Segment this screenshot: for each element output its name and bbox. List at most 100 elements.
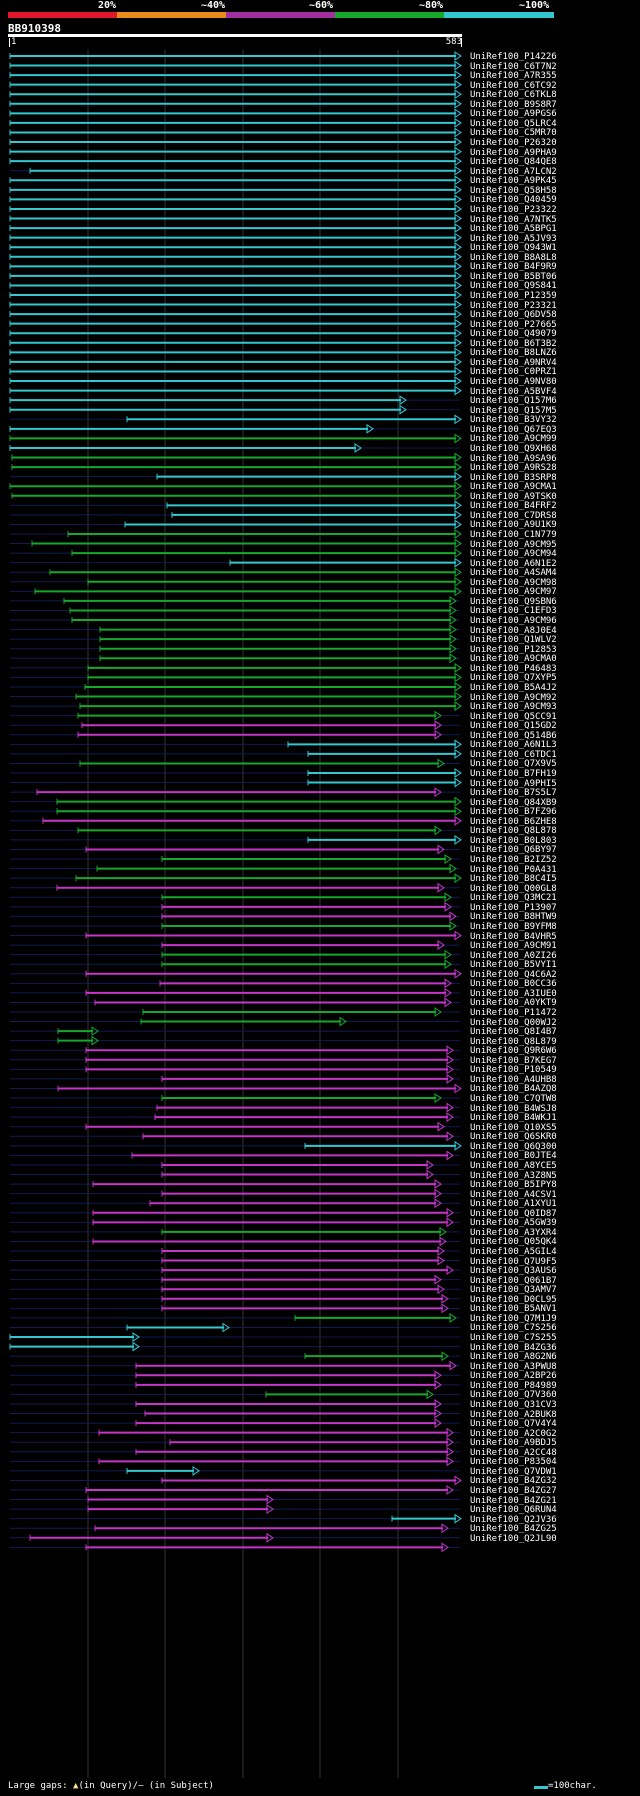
- hit-label[interactable]: UniRef100_B0JTE4: [470, 1151, 557, 1162]
- hit-label[interactable]: UniRef100_P0A431: [470, 864, 557, 875]
- hit-label[interactable]: UniRef100_A9BDJ5: [470, 1438, 557, 1449]
- hit-label[interactable]: UniRef100_B4WSJ8: [470, 1103, 557, 1114]
- hit-label[interactable]: UniRef100_B4AZQ8: [470, 1084, 557, 1095]
- hit-label[interactable]: UniRef100_B5IPY8: [470, 1180, 557, 1191]
- hit-label[interactable]: UniRef100_C6TDC1: [470, 749, 557, 760]
- hit-label[interactable]: UniRef100_A6N1L3: [470, 740, 557, 751]
- hit-label[interactable]: UniRef100_Q9S841: [470, 281, 557, 292]
- hit-label[interactable]: UniRef100_B4ZG32: [470, 1476, 557, 1487]
- hit-label[interactable]: UniRef100_B8A8L8: [470, 252, 557, 263]
- hit-label[interactable]: UniRef100_A9CM96: [470, 616, 557, 627]
- hit-label[interactable]: UniRef100_B5VYI1: [470, 960, 557, 971]
- hit-label[interactable]: UniRef100_Q7V360: [470, 1390, 557, 1401]
- hit-label[interactable]: UniRef100_B5BT06: [470, 271, 557, 282]
- hit-label[interactable]: UniRef100_Q1WLV2: [470, 635, 557, 646]
- hit-label[interactable]: UniRef100_B4WKJ1: [470, 1113, 557, 1124]
- hit-label[interactable]: UniRef100_A4CSV1: [470, 1189, 557, 1200]
- hit-label[interactable]: UniRef100_P11472: [470, 1008, 557, 1018]
- hit-label[interactable]: UniRef100_B7FZ96: [470, 807, 557, 818]
- hit-label[interactable]: UniRef100_Q10XS5: [470, 1122, 557, 1133]
- hit-label[interactable]: UniRef100_A9CM95: [470, 539, 557, 550]
- hit-label[interactable]: UniRef100_Q40459: [470, 195, 557, 206]
- hit-label[interactable]: UniRef100_Q2JV36: [470, 1514, 557, 1525]
- hit-label[interactable]: UniRef100_A5JV93: [470, 233, 557, 244]
- hit-label[interactable]: UniRef100_Q514B6: [470, 730, 557, 741]
- hit-label[interactable]: UniRef100_A9PK45: [470, 176, 557, 187]
- hit-label[interactable]: UniRef100_Q15GD2: [470, 721, 557, 732]
- hit-label[interactable]: UniRef100_Q49079: [470, 329, 557, 340]
- hit-label[interactable]: UniRef100_P23321: [470, 300, 557, 311]
- hit-label[interactable]: UniRef100_P26320: [470, 138, 557, 149]
- hit-label[interactable]: UniRef100_Q8L879: [470, 1036, 557, 1047]
- hit-label[interactable]: UniRef100_A1XYU1: [470, 1199, 557, 1210]
- hit-label[interactable]: UniRef100_Q7U9F5: [470, 1256, 557, 1267]
- hit-label[interactable]: UniRef100_A7R355: [470, 71, 557, 82]
- hit-label[interactable]: UniRef100_A9U1K9: [470, 520, 557, 531]
- hit-label[interactable]: UniRef100_A2BP26: [470, 1371, 557, 1382]
- hit-label[interactable]: UniRef100_B4ZG36: [470, 1342, 557, 1353]
- hit-label[interactable]: UniRef100_C5MR70: [470, 128, 557, 139]
- hit-label[interactable]: UniRef100_B6T3B2: [470, 338, 557, 349]
- hit-label[interactable]: UniRef100_A9CM92: [470, 692, 557, 703]
- hit-label[interactable]: UniRef100_Q7XYP5: [470, 673, 557, 684]
- hit-label[interactable]: UniRef100_P12853: [470, 644, 557, 655]
- hit-label[interactable]: UniRef100_A9RS28: [470, 463, 557, 474]
- hit-label[interactable]: UniRef100_Q7X9V5: [470, 759, 557, 770]
- hit-label[interactable]: UniRef100_Q58H58: [470, 185, 557, 196]
- hit-label[interactable]: UniRef100_A3PWU8: [470, 1361, 557, 1372]
- hit-label[interactable]: UniRef100_Q67EQ3: [470, 424, 557, 435]
- hit-label[interactable]: UniRef100_A3IUE0: [470, 988, 557, 999]
- hit-label[interactable]: UniRef100_A0YKT9: [470, 998, 557, 1009]
- hit-label[interactable]: UniRef100_C1EFD3: [470, 606, 557, 617]
- hit-label[interactable]: UniRef100_Q9R6W6: [470, 1046, 557, 1057]
- hit-label[interactable]: UniRef100_Q2JL90: [470, 1533, 557, 1544]
- hit-label[interactable]: UniRef100_A5GW39: [470, 1218, 557, 1229]
- hit-label[interactable]: UniRef100_D0CL95: [470, 1294, 557, 1305]
- hit-label[interactable]: UniRef100_Q943W1: [470, 243, 557, 254]
- hit-label[interactable]: UniRef100_Q00GL8: [470, 883, 557, 894]
- hit-label[interactable]: UniRef100_A9CM98: [470, 577, 557, 588]
- hit-label[interactable]: UniRef100_B5A4J2: [470, 682, 557, 693]
- hit-label[interactable]: UniRef100_Q9SBN6: [470, 596, 557, 607]
- hit-label[interactable]: UniRef100_Q05QK4: [470, 1237, 557, 1248]
- hit-label[interactable]: UniRef100_A4UHB8: [470, 1074, 557, 1085]
- hit-label[interactable]: UniRef100_Q0ID87: [470, 1208, 557, 1219]
- hit-label[interactable]: UniRef100_B2IZ52: [470, 855, 557, 866]
- hit-label[interactable]: UniRef100_B7S5L7: [470, 788, 557, 799]
- hit-label[interactable]: UniRef100_A3Z8N5: [470, 1170, 557, 1181]
- hit-label[interactable]: UniRef100_B4ZG21: [470, 1495, 557, 1506]
- hit-label[interactable]: UniRef100_C7DRS8: [470, 510, 557, 521]
- hit-label[interactable]: UniRef100_A4SAM4: [470, 568, 557, 579]
- hit-label[interactable]: UniRef100_A9PHA9: [470, 147, 557, 158]
- hit-label[interactable]: UniRef100_Q6BY97: [470, 845, 557, 856]
- hit-label[interactable]: UniRef100_C6TKL8: [470, 90, 557, 101]
- hit-label[interactable]: UniRef100_B8LNZ6: [470, 348, 557, 359]
- hit-label[interactable]: UniRef100_A9NRV4: [470, 357, 557, 368]
- hit-label[interactable]: UniRef100_A2CC48: [470, 1447, 557, 1458]
- hit-label[interactable]: UniRef100_P10549: [470, 1065, 557, 1076]
- hit-label[interactable]: UniRef100_A9CM94: [470, 549, 557, 560]
- hit-label[interactable]: UniRef100_Q9XH68: [470, 443, 557, 454]
- hit-label[interactable]: UniRef100_A9CM97: [470, 587, 557, 598]
- hit-label[interactable]: UniRef100_Q3AMV7: [470, 1285, 557, 1296]
- hit-label[interactable]: UniRef100_Q6Q300: [470, 1141, 557, 1152]
- hit-label[interactable]: UniRef100_P83504: [470, 1457, 557, 1468]
- hit-label[interactable]: UniRef100_A0ZI26: [470, 950, 557, 961]
- hit-label[interactable]: UniRef100_A9CM93: [470, 702, 557, 713]
- hit-label[interactable]: UniRef100_Q8L878: [470, 826, 557, 837]
- hit-label[interactable]: UniRef100_Q31CV3: [470, 1399, 557, 1410]
- hit-label[interactable]: UniRef100_P14226: [470, 52, 557, 62]
- hit-label[interactable]: UniRef100_A2C0G2: [470, 1428, 557, 1439]
- hit-label[interactable]: UniRef100_Q00WJ2: [470, 1017, 557, 1028]
- hit-label[interactable]: UniRef100_A5GIL4: [470, 1247, 557, 1257]
- hit-label[interactable]: UniRef100_B4ZG27: [470, 1486, 557, 1496]
- hit-label[interactable]: UniRef100_Q84QE8: [470, 157, 557, 168]
- hit-label[interactable]: UniRef100_Q5LRC4: [470, 118, 557, 129]
- hit-label[interactable]: UniRef100_A5BPG1: [470, 224, 557, 235]
- hit-label[interactable]: UniRef100_B3SRP8: [470, 472, 557, 483]
- hit-label[interactable]: UniRef100_Q7V4Y4: [470, 1419, 557, 1430]
- hit-label[interactable]: UniRef100_Q5CC91: [470, 711, 557, 722]
- hit-label[interactable]: UniRef100_C6TC92: [470, 80, 557, 91]
- hit-label[interactable]: UniRef100_B7FH19: [470, 769, 557, 779]
- hit-label[interactable]: UniRef100_Q3AUS6: [470, 1266, 557, 1277]
